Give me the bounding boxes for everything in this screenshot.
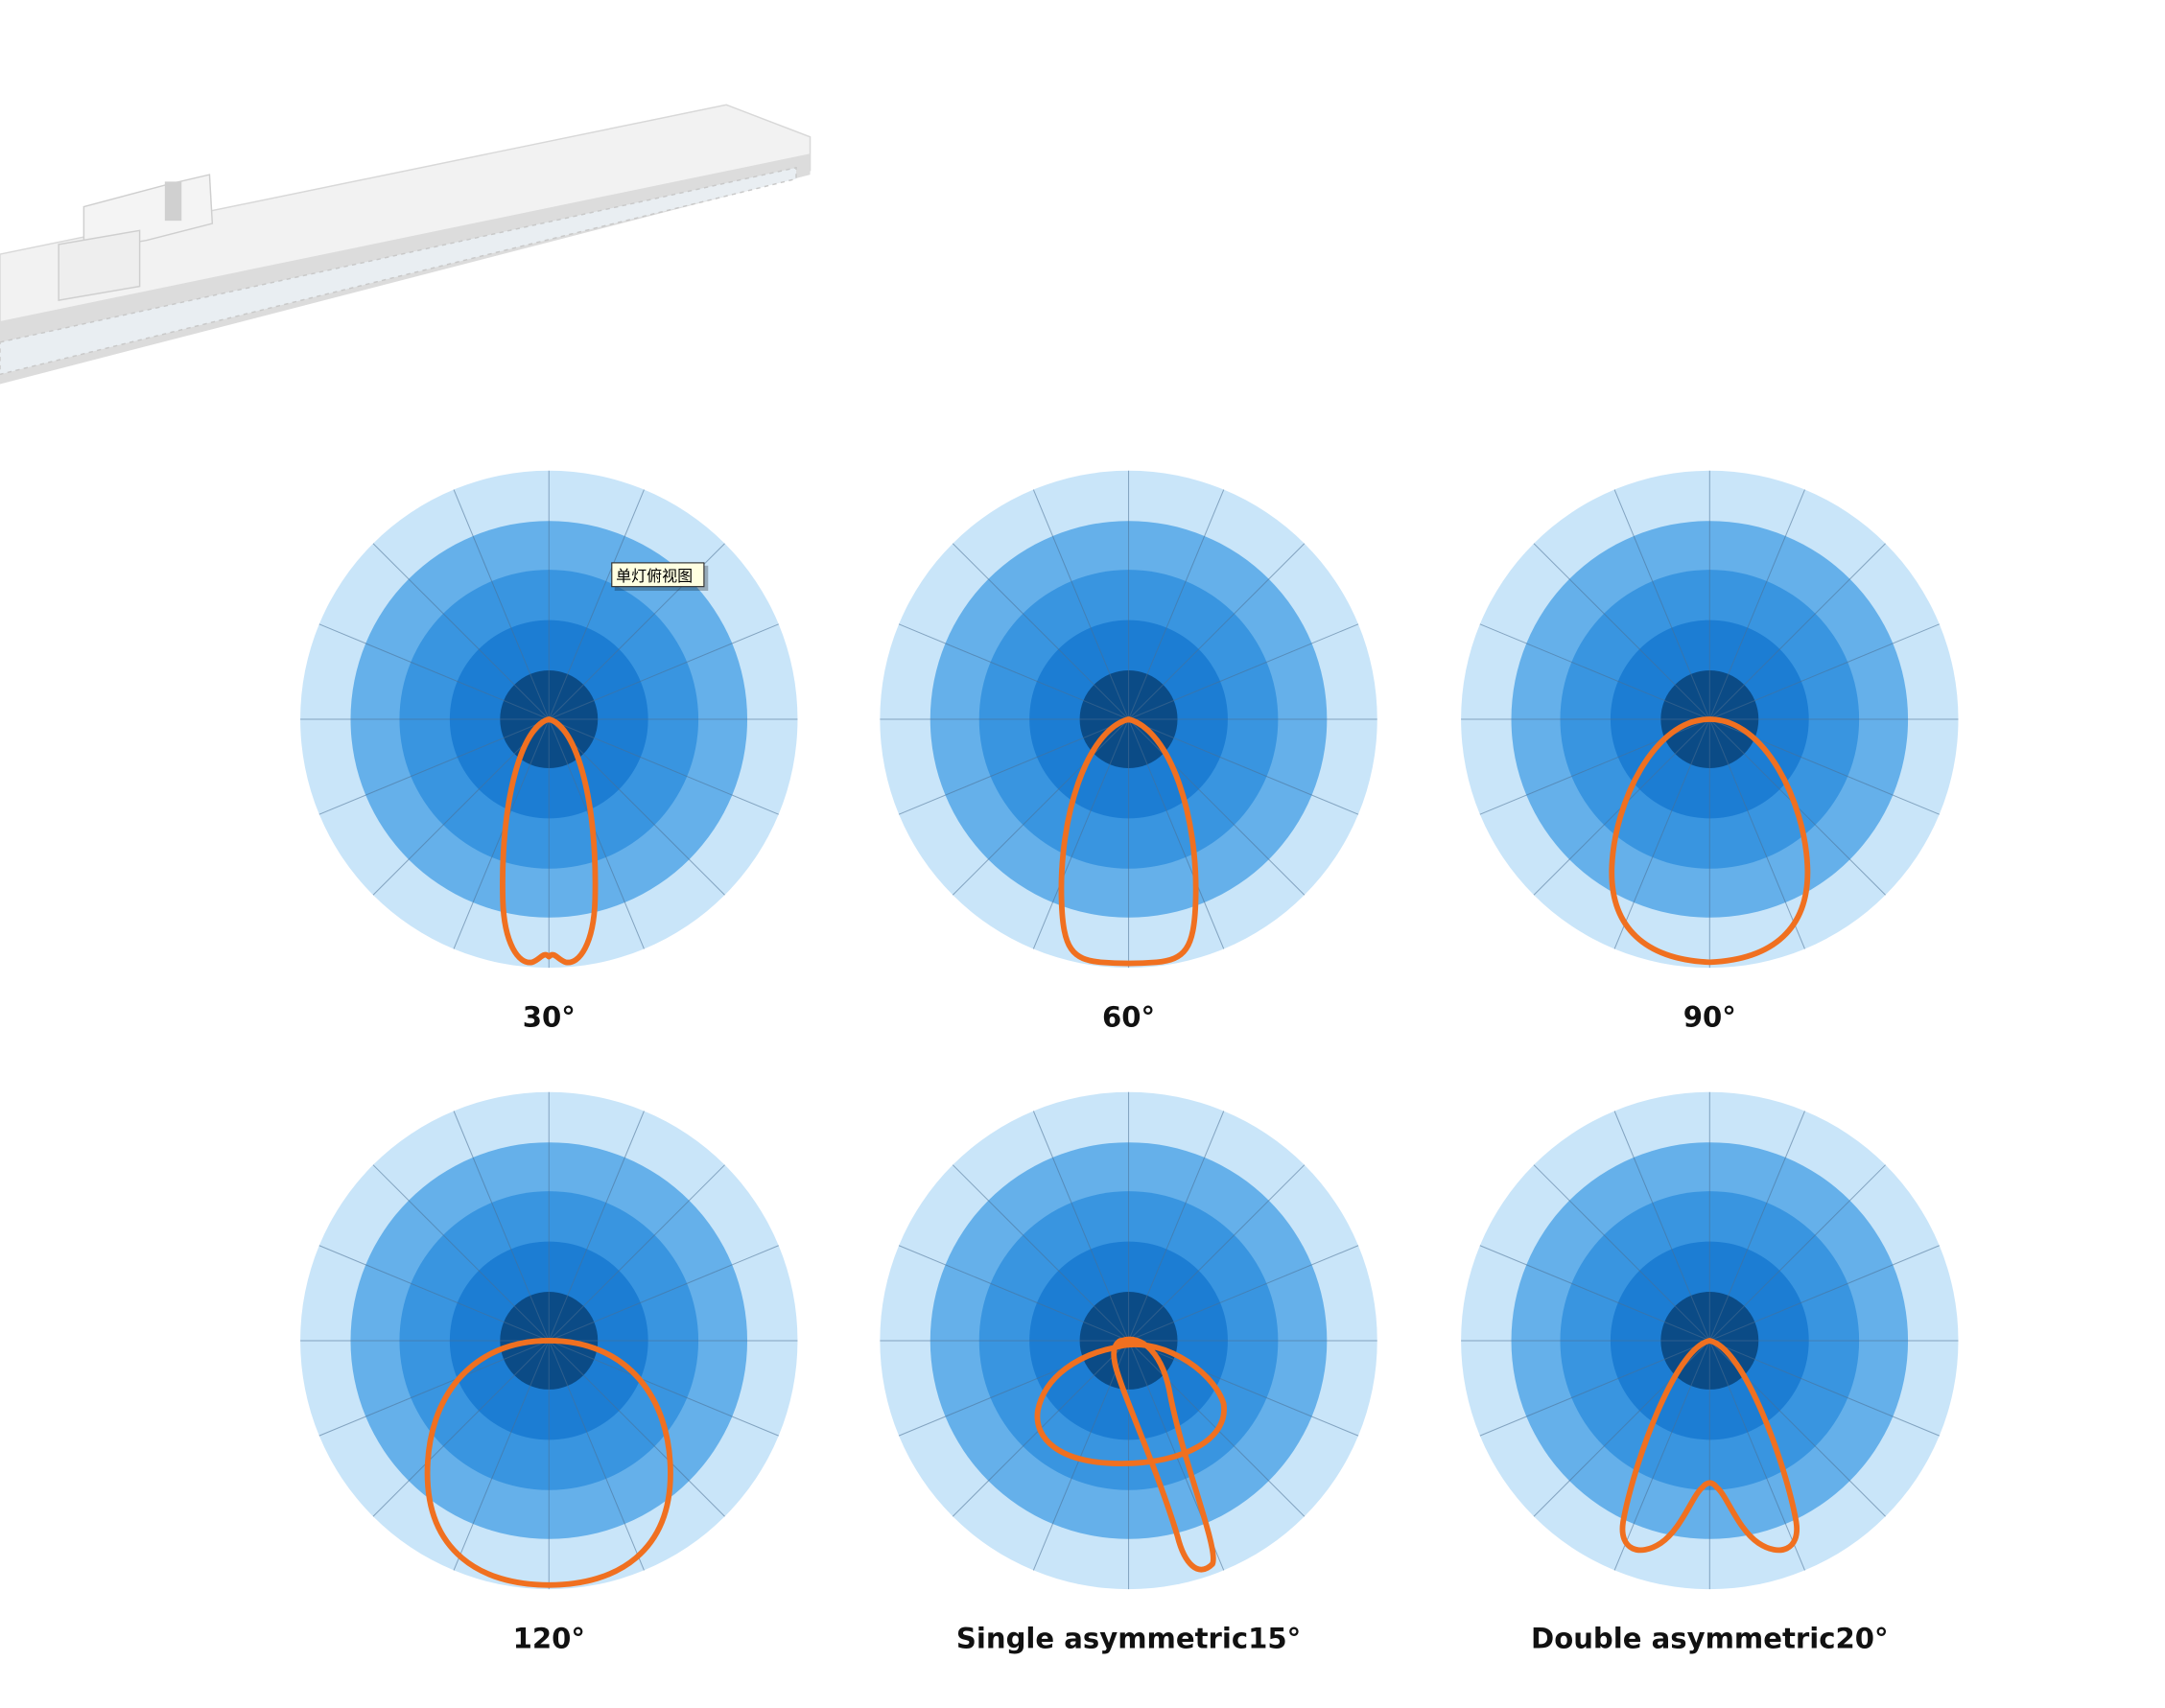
radial-spoke xyxy=(318,623,550,720)
radial-spoke xyxy=(1613,1111,1710,1342)
radial-spoke xyxy=(898,623,1129,720)
radial-spoke xyxy=(372,718,550,896)
radial-spoke xyxy=(1613,1340,1710,1571)
adapter-clip xyxy=(164,181,182,222)
radial-spoke xyxy=(548,1340,645,1571)
polar-diagram xyxy=(1461,470,1959,969)
radial-spoke xyxy=(1128,1164,1306,1342)
polar-diagram xyxy=(880,1091,1377,1590)
radial-spoke xyxy=(548,1164,725,1342)
radial-spoke xyxy=(1708,718,1805,949)
adapter-base xyxy=(58,229,141,302)
radial-spoke xyxy=(1708,1164,1886,1342)
radial-spoke xyxy=(952,1164,1129,1342)
diagram-label: 120° xyxy=(513,1622,585,1654)
tooltip-box xyxy=(611,562,705,588)
radial-spoke xyxy=(548,1340,725,1517)
radial-spoke xyxy=(453,718,550,949)
light-distribution-curve xyxy=(424,1338,673,1588)
radial-spoke xyxy=(1479,623,1710,720)
polar-diagram xyxy=(300,470,798,969)
radial-spoke xyxy=(318,1340,550,1437)
polar-diagram xyxy=(880,470,1377,969)
light-distribution-curve xyxy=(1034,1336,1227,1573)
radial-spoke xyxy=(1128,1111,1225,1342)
radial-spoke xyxy=(1533,543,1710,720)
radial-spoke xyxy=(1479,1340,1710,1437)
radial-spoke xyxy=(548,1111,645,1342)
radial-spoke xyxy=(549,718,779,815)
radial-spoke xyxy=(318,1245,550,1342)
radial-spoke xyxy=(1128,623,1359,720)
radial-spoke xyxy=(1128,718,1306,896)
radial-spoke xyxy=(1479,1245,1710,1342)
diagram-label: 90° xyxy=(1683,1000,1736,1033)
radial-spoke xyxy=(453,1111,550,1342)
radial-spoke xyxy=(1709,1245,1940,1342)
radial-spoke xyxy=(1032,1340,1130,1571)
radial-spoke xyxy=(548,489,645,720)
radial-spoke xyxy=(1128,1340,1359,1437)
tooltip-text: 单灯俯视图 xyxy=(616,567,693,585)
light-distribution-curve xyxy=(1609,716,1811,966)
luminaire-image xyxy=(0,104,812,385)
radial-spoke xyxy=(1613,489,1710,720)
radial-spoke xyxy=(1533,1164,1710,1342)
diagram-label: 60° xyxy=(1102,1000,1155,1033)
radial-spoke xyxy=(1128,1245,1359,1342)
radial-spoke xyxy=(453,1340,550,1571)
radial-spoke xyxy=(1613,718,1710,949)
radial-spoke xyxy=(1128,718,1225,949)
radial-spoke xyxy=(453,489,550,720)
radial-spoke xyxy=(1128,543,1306,720)
light-distribution-curve xyxy=(1058,716,1199,967)
radial-spoke xyxy=(372,543,550,720)
radial-spoke xyxy=(548,718,725,896)
diagram-label: Double asymmetric20° xyxy=(1531,1622,1889,1654)
radial-spoke xyxy=(898,718,1129,815)
light-distribution-curve xyxy=(500,716,599,966)
tooltip: 单灯俯视图 xyxy=(611,562,709,592)
radial-spoke xyxy=(318,718,550,815)
radial-spoke xyxy=(1032,489,1130,720)
radial-spoke xyxy=(1032,718,1130,949)
diagram-label: Single asymmetric15° xyxy=(956,1622,1301,1654)
radial-spoke xyxy=(549,1245,779,1342)
radial-spoke xyxy=(1708,1340,1805,1571)
radial-spoke xyxy=(549,1340,779,1437)
radial-spoke xyxy=(372,1340,550,1517)
radial-spoke xyxy=(952,543,1129,720)
radial-spoke xyxy=(1032,1111,1130,1342)
polar-diagram xyxy=(300,1091,798,1590)
luminaire-leds xyxy=(0,166,797,376)
radial-spoke xyxy=(372,1164,550,1342)
radial-spoke xyxy=(549,623,779,720)
diagram-grid: 30° 60° 90° 120° Single asymmetric15° Double … xyxy=(300,470,1959,1654)
radial-spoke xyxy=(1709,1340,1940,1437)
radial-spoke xyxy=(898,1245,1129,1342)
diagram-label: 30° xyxy=(523,1000,576,1033)
radial-spoke xyxy=(1708,489,1805,720)
radial-spoke xyxy=(1708,543,1886,720)
radial-spoke xyxy=(548,718,645,949)
radial-spoke xyxy=(1128,718,1359,815)
radial-spoke xyxy=(1709,623,1940,720)
radial-spoke xyxy=(1128,489,1225,720)
polar-diagram xyxy=(1461,1091,1959,1590)
radial-spoke xyxy=(1708,1111,1805,1342)
radial-spoke xyxy=(952,718,1129,896)
light-distribution-curve xyxy=(1619,1338,1800,1554)
